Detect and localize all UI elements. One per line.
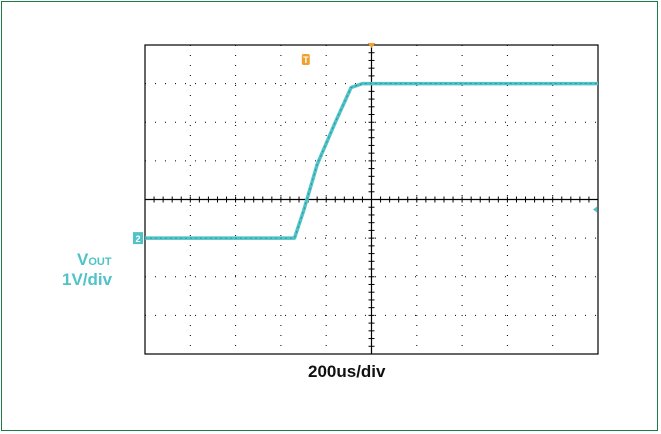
trigger-badge — [301, 54, 310, 65]
vout-label: VOUT — [77, 250, 112, 269]
channel-ground-marker — [133, 232, 143, 245]
scope-grid — [144, 44, 599, 355]
x-axis-label: 200us/div — [308, 362, 386, 381]
channel-ground-marker-text: 2 — [135, 234, 140, 244]
vout-trace-noise — [145, 83, 598, 239]
trigger-position-marker — [367, 43, 376, 48]
vout-scale-label: 1V/div — [62, 270, 113, 289]
trigger-badge-text: T — [303, 55, 309, 65]
trigger-level-marker — [593, 206, 597, 213]
markers-layer: T2 — [133, 43, 597, 245]
trace-layer — [145, 81, 598, 240]
